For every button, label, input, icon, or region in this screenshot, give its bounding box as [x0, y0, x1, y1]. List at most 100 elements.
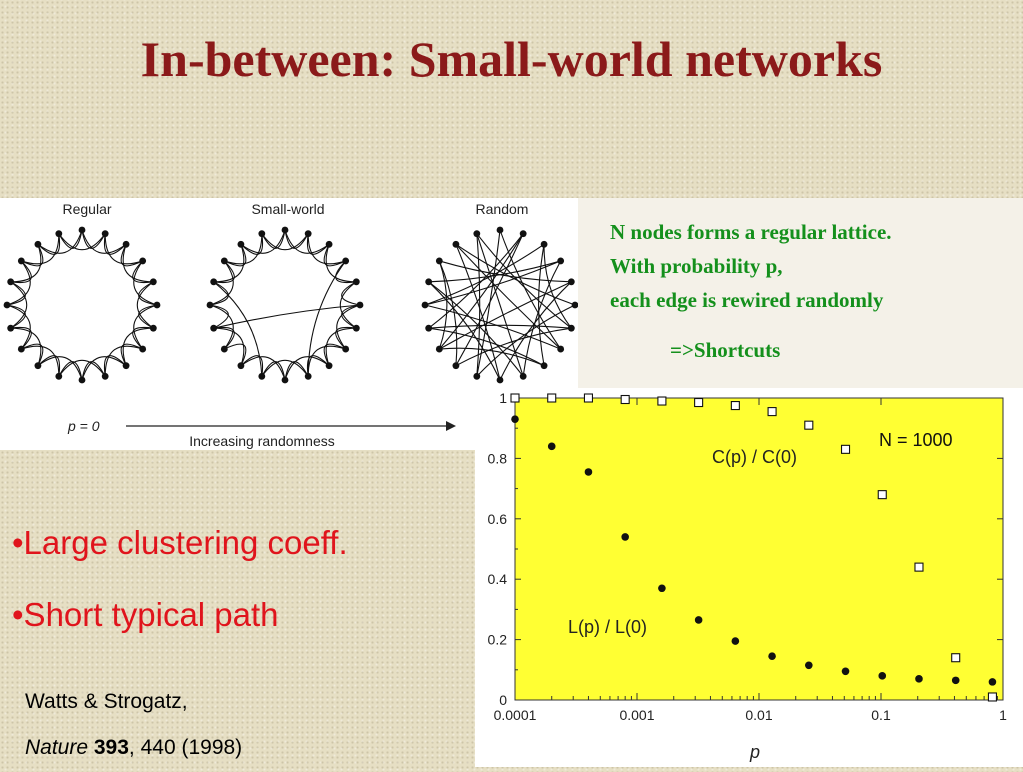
- network-node: [7, 278, 15, 286]
- clustering-point: [510, 393, 520, 403]
- random-edge: [455, 243, 562, 350]
- network-node: [34, 362, 42, 370]
- ring-edge: [213, 304, 361, 329]
- ring-edge: [104, 233, 143, 265]
- y-axis-ticks: 0 0.2 0.4 0.6 0.8 1: [488, 390, 1003, 708]
- path-length-point: [621, 533, 629, 541]
- path-length-point: [915, 675, 923, 683]
- ring-edge: [120, 244, 143, 267]
- ring-edge: [213, 326, 235, 350]
- ring-edge: [10, 260, 32, 284]
- ring-edge: [240, 233, 264, 255]
- random-ring-network: [421, 226, 579, 384]
- clustering-point: [694, 397, 704, 408]
- small-world-network-label: Small-world: [251, 201, 324, 217]
- network-node: [352, 278, 360, 286]
- network-node: [473, 372, 481, 380]
- ring-edge: [213, 244, 245, 283]
- ring-edge: [10, 326, 32, 350]
- ring-edge: [103, 355, 127, 377]
- clustering-point: [657, 396, 667, 406]
- ring-edge: [10, 281, 28, 329]
- reference-citation: Nature 393, 440 (1998): [25, 736, 242, 760]
- network-node: [139, 345, 147, 353]
- ring-edge: [133, 304, 158, 350]
- ring-edge: [284, 356, 330, 381]
- clustering-point: [951, 653, 961, 663]
- network-node: [220, 257, 228, 265]
- ring-edge: [240, 229, 286, 254]
- network-node: [78, 226, 86, 234]
- random-edge: [476, 233, 572, 329]
- ring-edge: [306, 355, 330, 377]
- regular-ring-network: [3, 226, 161, 384]
- random-edge: [428, 327, 545, 367]
- path-length-point: [547, 442, 556, 451]
- ring-edge: [284, 361, 309, 381]
- ring-edge: [6, 304, 26, 329]
- random-edge: [428, 233, 524, 329]
- ring-edge: [10, 244, 42, 283]
- random-edge: [424, 243, 545, 306]
- p-zero-label: p = 0: [67, 418, 100, 434]
- path-length-point: [658, 584, 666, 593]
- network-node: [540, 362, 548, 370]
- network-node: [237, 240, 245, 248]
- network-node: [567, 278, 575, 286]
- ring-edge: [6, 281, 26, 306]
- plot-area: [514, 397, 1004, 701]
- ring-edge: [240, 356, 286, 381]
- ring-edge: [37, 233, 61, 255]
- path-length-point: [878, 672, 887, 680]
- clustering-point: [730, 401, 740, 411]
- ring-edge: [138, 304, 158, 329]
- ring-edge: [213, 327, 245, 366]
- path-length-point: [584, 468, 593, 476]
- increasing-randomness-label: Increasing randomness: [189, 433, 335, 449]
- ring-edge: [58, 229, 83, 249]
- chart-frame: 0 0.2 0.4 0.6 0.8 1 0.0001 0.001 0.01 0.1 1 C(p) …: [475, 388, 1023, 767]
- description-line-2: With probability p,: [610, 254, 783, 278]
- ring-edge: [58, 359, 106, 377]
- ring-edge: [325, 244, 357, 283]
- random-network-label: Random: [476, 201, 529, 217]
- ring-edge: [209, 304, 234, 350]
- series-clustering: [510, 393, 997, 702]
- ring-edge: [224, 244, 247, 267]
- clustering-point: [804, 420, 814, 430]
- network-node: [304, 372, 312, 380]
- ring-edge: [138, 281, 158, 306]
- network-node: [557, 345, 565, 353]
- network-node: [78, 376, 86, 384]
- random-edge: [499, 281, 572, 381]
- ring-edge: [209, 260, 234, 306]
- ring-edge: [336, 304, 361, 350]
- ring-edge: [37, 229, 83, 254]
- x-axis-label: p: [749, 742, 760, 762]
- y-tick-label: 1: [499, 390, 507, 406]
- network-node: [149, 278, 157, 286]
- network-node: [237, 362, 245, 370]
- random-edge: [476, 304, 576, 377]
- ring-edge: [323, 244, 346, 267]
- network-node: [122, 362, 130, 370]
- ring-edge: [323, 343, 346, 366]
- network-node: [567, 324, 575, 332]
- ring-edge: [122, 327, 154, 366]
- reference-authors: Watts & Strogatz,: [25, 690, 188, 713]
- network-illustration-panel: Regular Small-world Random p = 0 Increas…: [0, 198, 579, 450]
- network-node: [281, 226, 289, 234]
- ring-edge: [306, 233, 330, 255]
- random-edge: [439, 347, 545, 367]
- description-line-3: each edge is rewired randomly: [610, 288, 884, 312]
- clustering-point: [987, 692, 997, 702]
- network-node: [101, 230, 109, 238]
- ring-edge: [6, 260, 31, 306]
- ring-edge: [224, 233, 263, 265]
- random-edge: [428, 260, 561, 283]
- ring-edge: [81, 356, 127, 381]
- network-node: [496, 226, 504, 234]
- ring-edge: [21, 343, 44, 366]
- network-node: [17, 257, 25, 265]
- network-node: [452, 362, 460, 370]
